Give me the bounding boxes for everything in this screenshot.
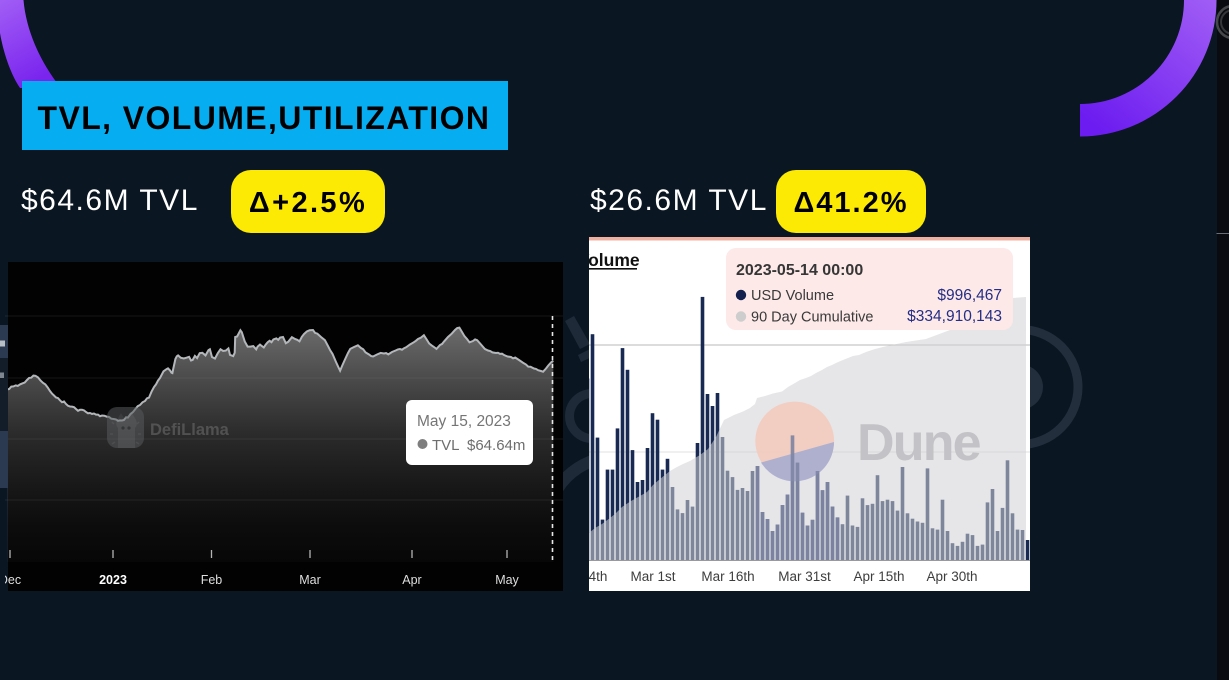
svg-text:Dec: Dec bbox=[5, 573, 21, 587]
svg-text:TVL: TVL bbox=[432, 437, 460, 454]
svg-text:Apr 30th: Apr 30th bbox=[926, 569, 977, 584]
svg-text:DefiLlama: DefiLlama bbox=[150, 421, 230, 439]
svg-text:90 Day Cumulative: 90 Day Cumulative bbox=[751, 310, 874, 326]
svg-text:Feb: Feb bbox=[201, 573, 223, 587]
svg-text:May: May bbox=[495, 573, 519, 587]
svg-text:Apr: Apr bbox=[402, 573, 421, 587]
svg-text:May 15, 2023: May 15, 2023 bbox=[417, 413, 511, 430]
svg-text:$334,910,143: $334,910,143 bbox=[907, 308, 1002, 325]
svg-text:USD Volume: USD Volume bbox=[751, 288, 834, 304]
svg-text:$64.64m: $64.64m bbox=[467, 437, 525, 454]
svg-text:Volume: Volume bbox=[589, 250, 640, 270]
svg-text:$996,467: $996,467 bbox=[937, 287, 1002, 304]
svg-text:Mar 16th: Mar 16th bbox=[701, 569, 754, 584]
svg-text:4th: 4th bbox=[589, 569, 607, 584]
svg-text:Mar 1st: Mar 1st bbox=[630, 569, 675, 584]
svg-text:2023: 2023 bbox=[99, 573, 127, 587]
svg-text:Dune: Dune bbox=[857, 414, 981, 472]
svg-text:Apr 15th: Apr 15th bbox=[853, 569, 904, 584]
svg-text:2023-05-14 00:00: 2023-05-14 00:00 bbox=[736, 262, 863, 279]
svg-text:Mar: Mar bbox=[299, 573, 321, 587]
svg-text:Mar 31st: Mar 31st bbox=[778, 569, 831, 584]
